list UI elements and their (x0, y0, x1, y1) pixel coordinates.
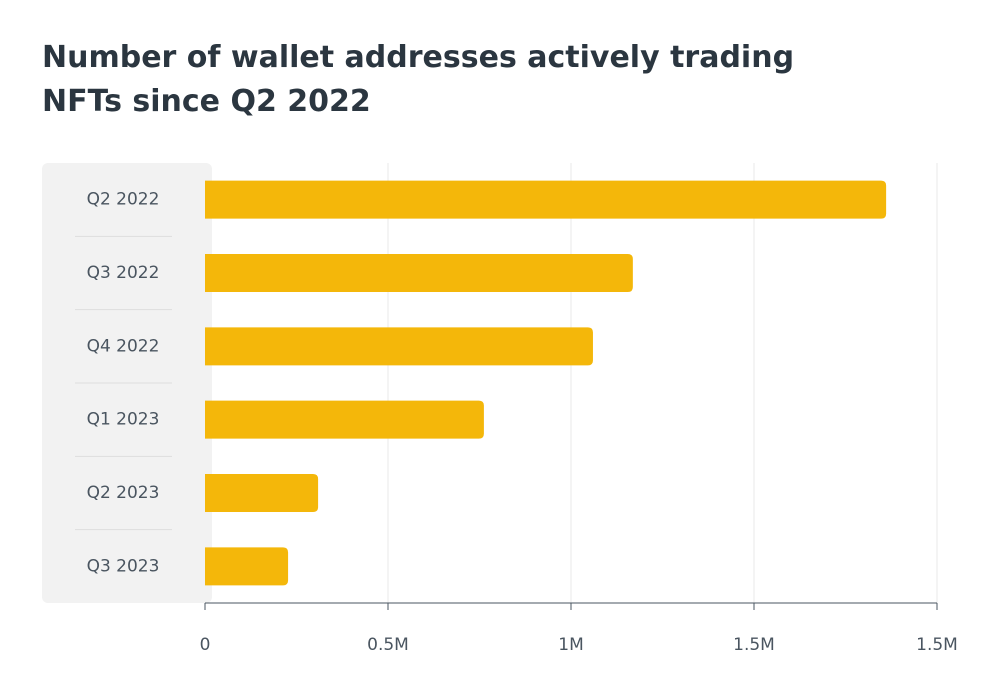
bar (205, 474, 319, 512)
bar (205, 400, 484, 439)
y-tick-label: Q1 2023 (87, 410, 160, 430)
x-tick-label: 0.5M (367, 635, 409, 655)
chart-title: Number of wallet addresses actively trad… (42, 40, 795, 119)
x-tick-label: 0 (200, 635, 211, 655)
y-tick-label: Q4 2022 (87, 336, 160, 356)
bar (205, 254, 633, 292)
bar (205, 547, 289, 586)
bar (205, 327, 593, 366)
y-tick-label: Q2 2023 (87, 483, 160, 503)
y-tick-label: Q2 2022 (87, 190, 160, 210)
y-tick-label: Q3 2022 (87, 263, 160, 283)
bar (205, 180, 887, 219)
y-tick-label: Q3 2023 (87, 556, 160, 576)
x-tick-label: 1.5M (916, 635, 958, 655)
x-tick-label: 1M (558, 635, 583, 655)
x-tick-label: 1.5M (733, 635, 775, 655)
